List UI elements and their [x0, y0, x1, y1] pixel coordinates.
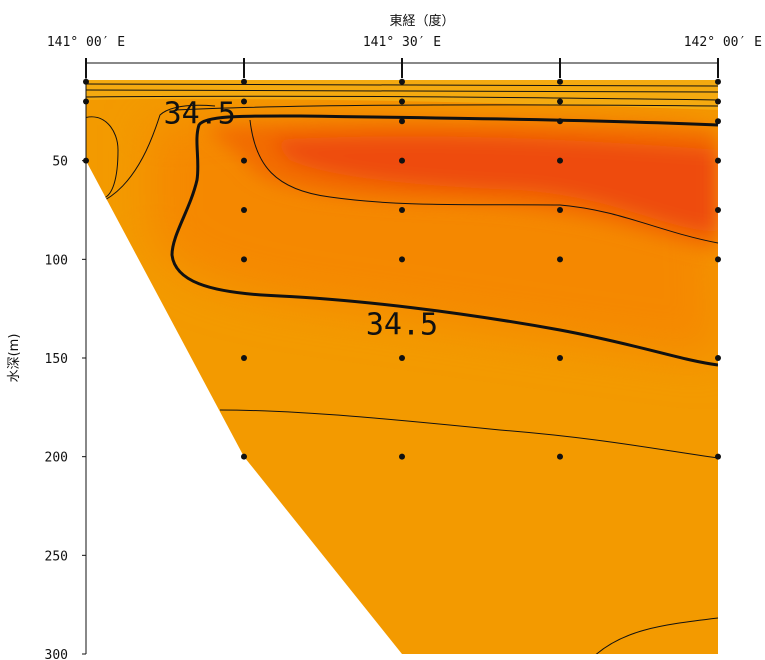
contour-line: [174, 104, 718, 111]
sample-point: [557, 256, 563, 263]
sample-point: [715, 118, 721, 125]
sample-point: [715, 98, 721, 105]
sample-point: [399, 453, 405, 460]
sample-point: [241, 256, 247, 263]
sample-point: [241, 207, 247, 213]
y-tick-label: 250: [45, 549, 68, 564]
sample-point: [715, 355, 721, 361]
sample-point: [241, 355, 247, 361]
contour-line: [589, 617, 718, 654]
y-tick-label: 200: [45, 451, 68, 466]
sample-point: [715, 157, 721, 164]
sample-point: [399, 207, 405, 213]
contour-line: [86, 95, 718, 101]
sample-point: [83, 157, 89, 164]
contour-line: [86, 83, 718, 87]
contour-line: [219, 409, 718, 459]
sample-point: [715, 78, 721, 85]
sample-point: [241, 157, 247, 164]
sample-point: [557, 157, 563, 164]
contour-label: 34.5: [164, 96, 236, 131]
contour-lines: [86, 83, 718, 654]
sample-point: [399, 256, 405, 263]
sample-point: [715, 256, 721, 263]
sample-point: [557, 78, 563, 85]
y-tick-label: 150: [45, 352, 68, 367]
y-tick-label: 100: [45, 253, 68, 268]
x-tick-label: 141° 30′ E: [363, 35, 441, 50]
y-axis-title: 水深(m): [7, 334, 22, 383]
contour-label: 34.5: [366, 307, 438, 342]
sample-point: [399, 157, 405, 164]
sample-point: [241, 98, 247, 105]
sample-point: [715, 453, 721, 460]
y-tick-label: 300: [45, 648, 68, 660]
contour-line: [86, 89, 718, 93]
sample-point: [83, 78, 89, 85]
x-axis-title: 東経（度）: [389, 13, 454, 29]
peak-salinity-zone: [270, 136, 718, 232]
sample-point: [715, 207, 721, 213]
contour-labels: 34.5 34.5: [164, 96, 438, 342]
sample-point: [241, 453, 247, 460]
contour-34-5-line: [170, 114, 718, 367]
sample-point: [399, 118, 405, 125]
contour-line: [249, 119, 718, 244]
sample-point: [557, 355, 563, 361]
sample-point: [241, 78, 247, 85]
sample-point: [83, 98, 89, 105]
y-tick-label: 50: [52, 155, 68, 170]
sample-point: [557, 207, 563, 213]
sample-point: [399, 78, 405, 85]
sample-point: [557, 118, 563, 125]
sample-point: [399, 355, 405, 361]
sample-point: [399, 98, 405, 105]
sampling-stations: [83, 78, 721, 460]
x-tick-label: 141° 00′ E: [47, 35, 125, 50]
contour-line: [104, 104, 216, 201]
sample-point: [557, 453, 563, 460]
contour-line: [86, 116, 119, 199]
sample-point: [557, 98, 563, 105]
x-tick-label: 142° 00′ E: [684, 35, 762, 50]
